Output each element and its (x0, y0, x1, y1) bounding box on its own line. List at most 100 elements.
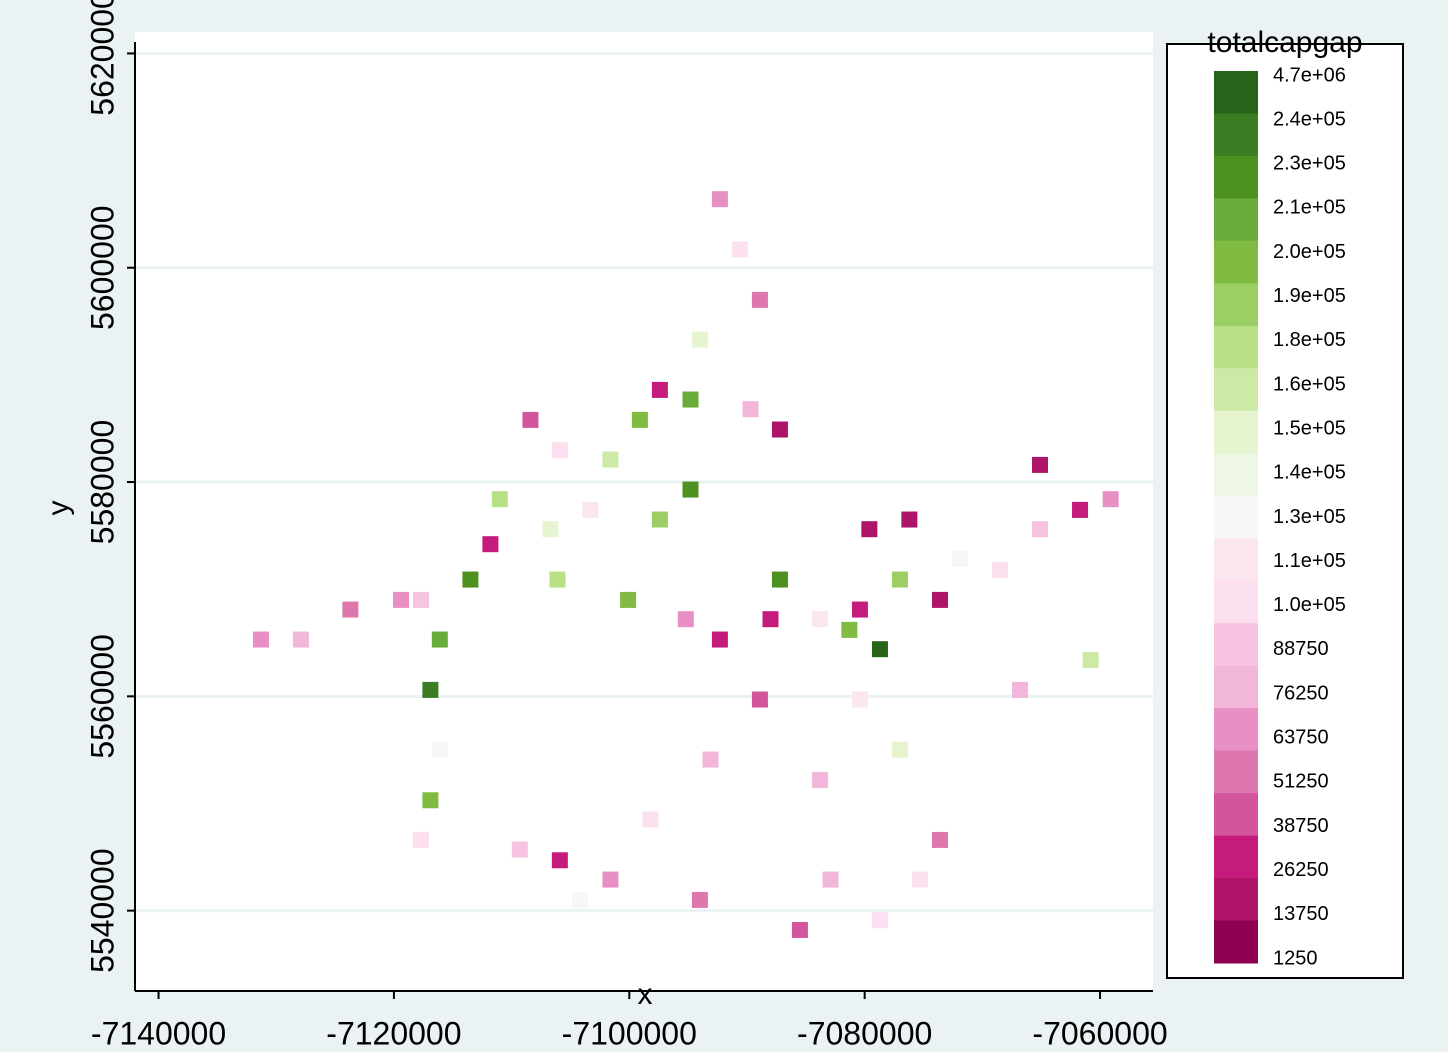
raster-cell (431, 631, 448, 648)
raster-cell (602, 871, 619, 888)
raster-cell (462, 571, 479, 588)
raster-cell (751, 291, 768, 308)
y-tick-label: 5560000 (84, 634, 120, 759)
legend-label: 1.9e+05 (1273, 285, 1346, 307)
raster-cell (791, 921, 808, 938)
legend-label: 2.4e+05 (1273, 108, 1346, 130)
legend-label: 4.7e+06 (1273, 64, 1346, 86)
legend-swatch (1214, 750, 1258, 794)
legend-swatch (1214, 878, 1258, 922)
plot-area (135, 32, 1153, 991)
raster-cell (651, 511, 668, 528)
raster-cell (342, 601, 359, 618)
raster-cell (931, 591, 948, 608)
legend-label: 1.8e+05 (1273, 329, 1346, 351)
raster-cell (731, 241, 748, 258)
y-tick-label: 5540000 (84, 848, 120, 973)
raster-cell (742, 401, 759, 418)
raster-cell (422, 681, 439, 698)
x-tick-label: -7120000 (326, 1015, 461, 1051)
legend-swatch (1214, 793, 1258, 837)
legend-label: 88750 (1273, 638, 1329, 660)
raster-cell (412, 831, 429, 848)
raster-cell (482, 536, 499, 553)
x-tick-label: -7080000 (797, 1015, 932, 1051)
raster-cell (861, 521, 878, 538)
raster-cell (682, 391, 699, 408)
raster-cell (422, 792, 439, 809)
raster-cell (822, 871, 839, 888)
y-tick-label: 5580000 (84, 420, 120, 545)
raster-cell (911, 871, 928, 888)
raster-cell (620, 591, 637, 608)
raster-cell (682, 481, 699, 498)
x-axis-label: x (638, 978, 653, 1011)
raster-cell (292, 631, 309, 648)
raster-cell (992, 561, 1009, 578)
raster-cell (851, 691, 868, 708)
legend-swatch (1214, 623, 1258, 667)
legend-swatch (1214, 665, 1258, 709)
raster-cell (631, 411, 648, 428)
legend-swatch (1214, 113, 1258, 157)
raster-cell (582, 501, 599, 518)
raster-cell (542, 521, 559, 538)
raster-cell (549, 571, 566, 588)
raster-cell (891, 741, 908, 758)
raster-cell (771, 571, 788, 588)
raster-cell (642, 811, 659, 828)
legend-label: 76250 (1273, 682, 1329, 704)
legend-swatch (1214, 71, 1258, 114)
legend-swatch (1214, 198, 1258, 242)
raster-cell (702, 751, 719, 768)
y-tick-label: 5620000 (84, 0, 120, 116)
raster-cell (691, 331, 708, 348)
raster-cell (551, 441, 568, 458)
raster-cell (252, 631, 269, 648)
raster-cell (811, 771, 828, 788)
raster-cell (871, 912, 888, 929)
raster-cell (677, 611, 694, 628)
legend-label: 2.3e+05 (1273, 153, 1346, 175)
y-axis-label: y (42, 501, 75, 516)
raster-cell (901, 511, 918, 528)
raster-cell (891, 571, 908, 588)
raster-cell (602, 451, 619, 468)
raster-cell (511, 841, 528, 858)
legend-swatch (1214, 538, 1258, 582)
raster-cell (1032, 456, 1049, 473)
legend-title: totalcapgap (1207, 26, 1362, 59)
raster-cell (1012, 681, 1029, 698)
raster-cell (412, 591, 429, 608)
raster-cell (762, 611, 779, 628)
raster-cell (871, 641, 888, 658)
legend-label: 2.1e+05 (1273, 197, 1346, 219)
raster-cell (711, 631, 728, 648)
raster-cell (711, 191, 728, 208)
legend-swatch (1214, 495, 1258, 539)
raster-cell (931, 831, 948, 848)
legend-label: 63750 (1273, 727, 1329, 749)
legend-swatch (1214, 580, 1258, 624)
raster-cell (951, 551, 968, 568)
raster-cell (691, 891, 708, 908)
raster-cell (571, 891, 588, 908)
raster-cell (851, 601, 868, 618)
raster-cell (811, 611, 828, 628)
legend-label: 26250 (1273, 859, 1329, 881)
raster-cell (651, 381, 668, 398)
raster-cell (522, 411, 539, 428)
legend-label: 2.0e+05 (1273, 241, 1346, 263)
x-tick-label: -7060000 (1032, 1015, 1167, 1051)
legend-label: 1.6e+05 (1273, 373, 1346, 395)
raster-cell (1032, 521, 1049, 538)
x-tick-label: -7100000 (562, 1015, 697, 1051)
x-tick-label: -7140000 (91, 1015, 226, 1051)
raster-cell (1072, 501, 1089, 518)
legend-swatch (1214, 708, 1258, 752)
legend-swatch (1214, 453, 1258, 497)
legend-label: 1.3e+05 (1273, 506, 1346, 528)
legend-label: 1.5e+05 (1273, 417, 1346, 439)
legend-label: 13750 (1273, 903, 1329, 925)
raster-cell (1102, 491, 1119, 508)
